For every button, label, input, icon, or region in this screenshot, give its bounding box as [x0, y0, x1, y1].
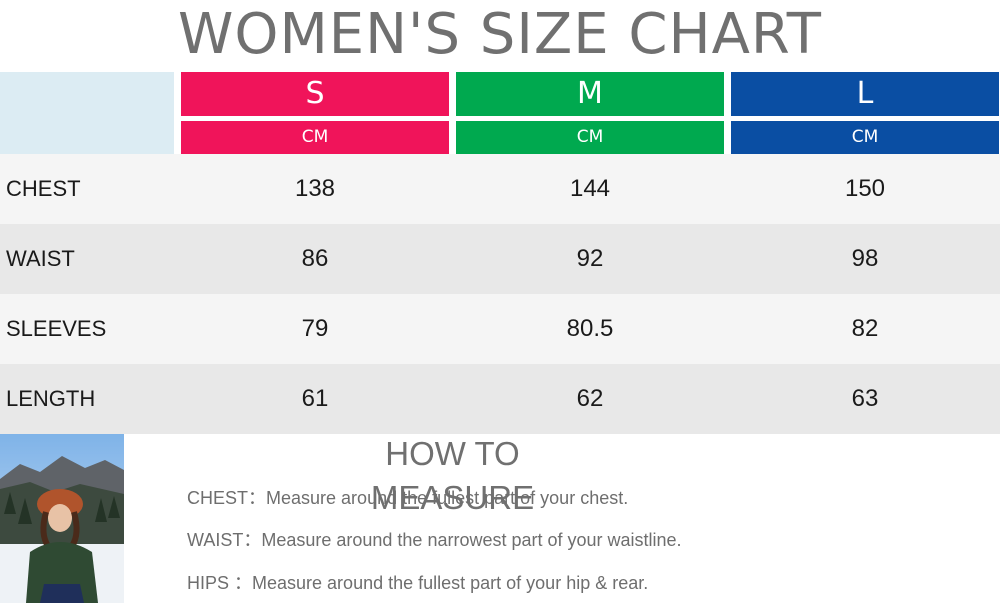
size-s-header: S [181, 72, 449, 116]
size-m-header: M [456, 72, 724, 116]
chart-title: WOMEN'S SIZE CHART [178, 2, 822, 67]
measure-item-chest: CHEST：Measure around the fullest part of… [187, 484, 628, 510]
cell-sleeves-s: 79 [301, 315, 329, 342]
cell-length-s: 61 [301, 385, 329, 412]
row-label: LENGTH [6, 386, 96, 411]
size-l-header: L [731, 72, 999, 116]
row-label: SLEEVES [6, 316, 107, 341]
measure-key: HIPS ： [187, 573, 253, 593]
how-to-measure-title: HOW TO MEASURE [370, 435, 535, 516]
cell-waist-m: 92 [576, 245, 604, 272]
measure-key: CHEST： [187, 488, 267, 508]
measure-text: Measure around the fullest part of your … [252, 573, 649, 593]
header-corner-cell [0, 72, 174, 154]
cell-waist-l: 98 [851, 245, 879, 272]
table-row-sleeves: SLEEVES 79 80.5 82 [0, 294, 1000, 364]
size-s-unit: CM [181, 121, 449, 154]
cell-length-l: 63 [851, 385, 879, 412]
cell-chest-l: 150 [844, 175, 886, 202]
model-photo [0, 434, 124, 603]
measure-item-waist: WAIST：Measure around the narrowest part … [187, 526, 682, 552]
cell-sleeves-m: 80.5 [566, 315, 614, 342]
size-m-unit: CM [456, 121, 724, 154]
table-row-waist: WAIST 86 92 98 [0, 224, 1000, 294]
row-label: WAIST [6, 246, 75, 271]
measure-text: Measure around the fullest part of your … [266, 488, 629, 508]
measure-key: WAIST： [187, 530, 262, 550]
cell-length-m: 62 [576, 385, 604, 412]
measure-text: Measure around the narrowest part of you… [261, 530, 682, 550]
table-row-length: LENGTH 61 62 63 [0, 364, 1000, 434]
row-label: CHEST [6, 176, 81, 201]
measure-item-hips: HIPS ：Measure around the fullest part of… [187, 569, 648, 595]
cell-chest-m: 144 [569, 175, 611, 202]
cell-sleeves-l: 82 [851, 315, 879, 342]
size-l-unit: CM [731, 121, 999, 154]
cell-chest-s: 138 [294, 175, 336, 202]
table-row-chest: CHEST 138 144 150 [0, 154, 1000, 224]
cell-waist-s: 86 [301, 245, 329, 272]
